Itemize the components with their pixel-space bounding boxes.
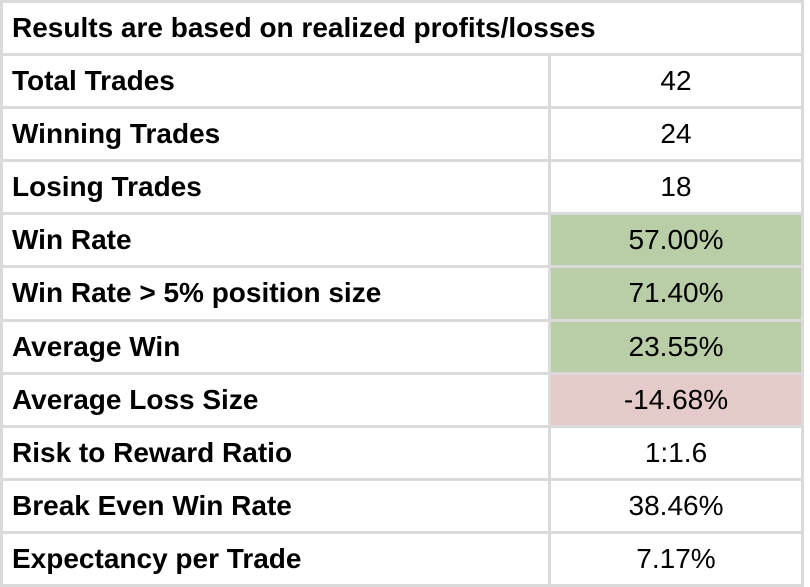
row-label-cell[interactable]: Average Loss Size [3, 374, 548, 425]
row-label-cell[interactable]: Win Rate > 5% position size [3, 268, 548, 319]
row-value-cell[interactable]: 42 [551, 56, 801, 107]
row-label-cell[interactable]: Break Even Win Rate [3, 480, 548, 531]
row-value-cell[interactable]: 23.55% [551, 321, 801, 372]
row-value-cell[interactable]: 18 [551, 162, 801, 213]
row-label-cell[interactable]: Average Win [3, 321, 548, 372]
row-label-cell[interactable]: Total Trades [3, 56, 548, 107]
row-label-cell[interactable]: Winning Trades [3, 109, 548, 160]
row-value-cell[interactable]: 7.17% [551, 533, 801, 584]
row-value-cell[interactable]: 24 [551, 109, 801, 160]
table-title-cell[interactable]: Results are based on realized profits/lo… [3, 3, 801, 54]
row-value-cell[interactable]: 71.40% [551, 268, 801, 319]
row-value-cell[interactable]: -14.68% [551, 374, 801, 425]
row-label-cell[interactable]: Risk to Reward Ratio [3, 427, 548, 478]
row-label-cell[interactable]: Win Rate [3, 215, 548, 266]
row-value-cell[interactable]: 38.46% [551, 480, 801, 531]
row-value-cell[interactable]: 1:1.6 [551, 427, 801, 478]
row-label-cell[interactable]: Losing Trades [3, 162, 548, 213]
row-label-cell[interactable]: Expectancy per Trade [3, 533, 548, 584]
row-value-cell[interactable]: 57.00% [551, 215, 801, 266]
